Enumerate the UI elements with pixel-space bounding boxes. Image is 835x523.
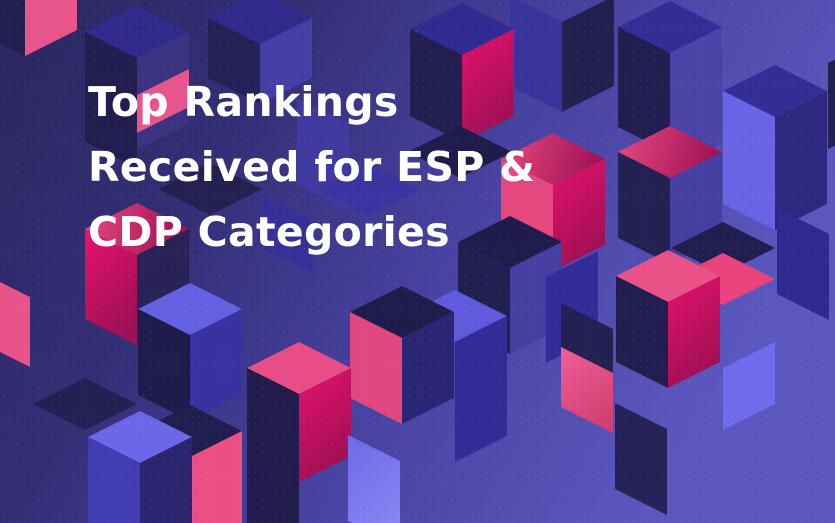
- cube9-left-face: [616, 276, 668, 388]
- title-line-1: Top Rankings: [88, 78, 399, 126]
- cube17-right-face: [402, 312, 454, 424]
- cube3-top: [208, 0, 312, 44]
- cube8-right-face: [553, 159, 605, 271]
- cube15-right-face: [140, 437, 192, 523]
- navy-diamond-bl-top: [33, 378, 137, 430]
- pink-chip-right-face: [137, 69, 189, 133]
- blue-left-face-bottom: [348, 435, 400, 523]
- cube18-right-face: [455, 316, 507, 462]
- navy-left-face-bottom: [615, 403, 667, 515]
- crimson-cube-left-face: [618, 152, 670, 264]
- cube8b-left-face: [510, 0, 562, 112]
- tl-navy-left-face: [0, 0, 25, 56]
- cube17-left-face: [350, 312, 402, 424]
- cube5-left-face: [618, 27, 670, 153]
- cubeB-right-face: [190, 431, 242, 523]
- navy-left-face-mid: [561, 303, 613, 373]
- cube6-left-face: [723, 91, 775, 230]
- title-line-2: Received for ESP &: [88, 143, 536, 191]
- cube15-left-face: [88, 437, 140, 523]
- navy-mid-top: [408, 126, 512, 178]
- cube9-right-face: [668, 276, 720, 388]
- banner-title: Top Rankings Received for ESP & CDP Cate…: [88, 70, 648, 265]
- edge-indigo-left-face: [777, 208, 829, 320]
- cube13-left-face: [85, 229, 137, 345]
- tl-pink-right-face: [25, 0, 77, 56]
- cube14-right-face: [190, 309, 242, 421]
- navy-diamond-cd-top: [158, 163, 262, 215]
- pink-sliver-left-face: [0, 282, 30, 367]
- blue-right-face: [723, 342, 775, 430]
- indigo-cd-left-face: [261, 195, 313, 273]
- cube4-left-face: [410, 29, 462, 142]
- indigo-diamond-top: [316, 163, 420, 215]
- cube3-right-face: [260, 18, 312, 104]
- edge-navy-right-face: [828, 59, 835, 149]
- cube16-right-face: [299, 368, 351, 482]
- cube4-right-face: [462, 29, 514, 142]
- cube16-left-face: [247, 368, 299, 523]
- cube3-left-face: [208, 18, 260, 104]
- cube1-left-face: [85, 32, 137, 168]
- pink-left-face-mid: [561, 347, 613, 433]
- navy-diamond-right-top: [671, 222, 775, 274]
- cube8b-right-face: [562, 0, 614, 112]
- cube6-right-face: [775, 91, 827, 230]
- cube14-left-face: [138, 309, 190, 421]
- title-line-3: CDP Categories: [88, 208, 450, 256]
